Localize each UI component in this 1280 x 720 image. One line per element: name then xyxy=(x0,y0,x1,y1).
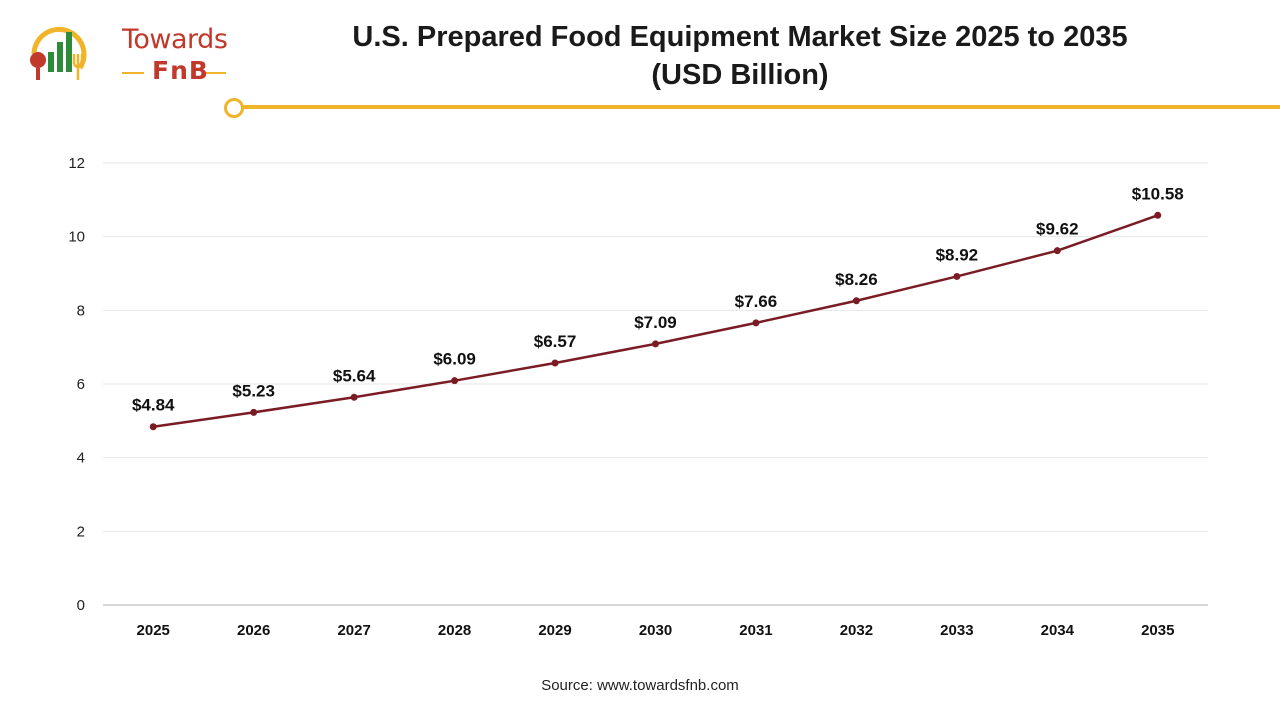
data-labels: $4.84 $5.23 $5.64 $6.09 $6.57 $7.09 $7.66 $8.26… xyxy=(132,184,1184,414)
y-tick-label: 6 xyxy=(77,376,85,393)
data-point xyxy=(953,272,961,280)
data-point xyxy=(149,423,157,431)
data-label: $5.64 xyxy=(333,366,376,385)
data-label: $5.23 xyxy=(232,381,275,400)
x-tick-label: 2025 xyxy=(137,622,170,639)
divider-circle xyxy=(224,98,244,118)
data-label: $10.58 xyxy=(1132,184,1184,203)
data-label: $7.66 xyxy=(735,292,778,311)
data-label: $8.92 xyxy=(936,245,979,264)
data-label: $9.62 xyxy=(1036,220,1079,239)
y-tick-label: 0 xyxy=(77,597,85,614)
data-label: $8.26 xyxy=(835,270,878,289)
y-tick-label: 4 xyxy=(77,450,85,467)
divider-line xyxy=(243,105,1280,109)
brand-rule-right xyxy=(206,72,226,74)
data-label: $6.09 xyxy=(433,350,476,369)
data-point xyxy=(551,359,559,367)
x-tick-label: 2033 xyxy=(940,622,973,639)
x-tick-label: 2029 xyxy=(538,622,571,639)
y-tick-label: 2 xyxy=(77,523,85,540)
gridlines xyxy=(103,162,1208,532)
y-tick-label: 10 xyxy=(68,229,85,246)
data-point xyxy=(752,319,760,327)
data-point xyxy=(852,297,860,305)
series-market-size xyxy=(149,211,1162,431)
x-tick-label: 2032 xyxy=(840,622,873,639)
brand-rule-left xyxy=(122,72,144,74)
title-line-1: U.S. Prepared Food Equipment Market Size… xyxy=(352,21,1128,53)
x-tick-label: 2028 xyxy=(438,622,471,639)
x-tick-label: 2031 xyxy=(739,622,772,639)
source-note: Source: www.towardsfnb.com xyxy=(541,677,739,694)
data-point xyxy=(1053,247,1061,255)
y-axis: 0 2 4 6 8 10 12 xyxy=(68,155,85,614)
brand-subword: FnB xyxy=(152,56,209,85)
y-tick-label: 12 xyxy=(68,155,85,172)
x-tick-label: 2035 xyxy=(1141,622,1174,639)
x-tick-label: 2026 xyxy=(237,622,270,639)
data-point xyxy=(1154,211,1162,219)
data-label: $6.57 xyxy=(534,332,577,351)
x-tick-label: 2034 xyxy=(1041,622,1075,639)
brand-logo: Towards FnB xyxy=(24,18,228,90)
x-axis: 2025 2026 2027 2028 2029 2030 2031 2032 2033 2034… xyxy=(103,604,1208,639)
x-tick-label: 2027 xyxy=(337,622,370,639)
data-point xyxy=(451,377,459,385)
brand-wordmark: Towards xyxy=(122,24,228,55)
data-label: $4.84 xyxy=(132,396,175,415)
x-tick-label: 2030 xyxy=(639,622,672,639)
title-line-2: (USD Billion) xyxy=(651,59,829,91)
data-point xyxy=(350,393,358,401)
data-label: $7.09 xyxy=(634,313,677,332)
y-tick-label: 8 xyxy=(77,302,85,319)
logo-emblem-icon xyxy=(30,26,87,80)
page-title: U.S. Prepared Food Equipment Market Size… xyxy=(250,18,1230,94)
data-point xyxy=(652,340,659,348)
data-point xyxy=(250,408,258,416)
